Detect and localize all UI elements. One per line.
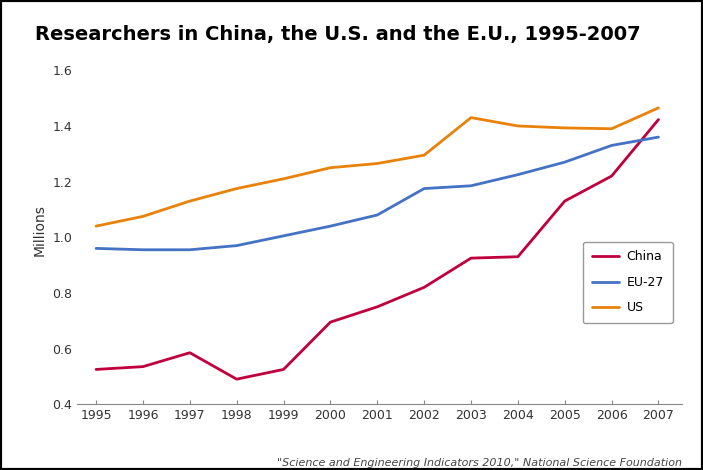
China <box>92 367 101 372</box>
EU-27 <box>92 245 101 251</box>
EU-27 <box>373 212 382 218</box>
US <box>514 123 522 129</box>
China <box>233 376 241 382</box>
China <box>186 350 194 355</box>
Legend: China, EU-27, US: China, EU-27, US <box>583 242 673 323</box>
US <box>607 126 616 132</box>
China <box>467 255 475 261</box>
EU-27 <box>514 172 522 178</box>
US <box>279 176 288 181</box>
US <box>233 186 241 191</box>
US <box>560 125 569 131</box>
US <box>654 105 663 111</box>
China <box>138 364 147 369</box>
US <box>92 223 101 229</box>
China <box>373 304 382 310</box>
EU-27 <box>420 186 428 191</box>
Line: US: US <box>96 108 659 226</box>
China <box>514 254 522 259</box>
EU-27 <box>654 134 663 140</box>
China <box>607 173 616 179</box>
Y-axis label: Millions: Millions <box>33 204 47 256</box>
EU-27 <box>138 247 147 252</box>
Text: Researchers in China, the U.S. and the E.U., 1995-2007: Researchers in China, the U.S. and the E… <box>35 25 640 44</box>
US <box>138 213 147 219</box>
EU-27 <box>560 159 569 165</box>
Line: EU-27: EU-27 <box>96 137 659 250</box>
EU-27 <box>233 243 241 249</box>
US <box>326 165 335 171</box>
EU-27 <box>186 247 194 252</box>
China <box>654 117 663 122</box>
China <box>279 367 288 372</box>
China <box>420 284 428 290</box>
US <box>467 115 475 120</box>
EU-27 <box>326 223 335 229</box>
China <box>326 319 335 325</box>
US <box>420 152 428 158</box>
EU-27 <box>467 183 475 188</box>
EU-27 <box>279 233 288 239</box>
US <box>186 198 194 204</box>
Line: China: China <box>96 119 659 379</box>
China <box>560 198 569 204</box>
Text: "Science and Engineering Indicators 2010," National Science Foundation: "Science and Engineering Indicators 2010… <box>277 458 682 468</box>
EU-27 <box>607 142 616 148</box>
US <box>373 161 382 166</box>
